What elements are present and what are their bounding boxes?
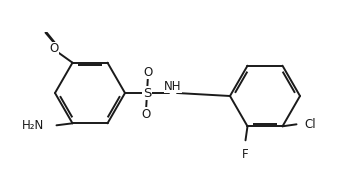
Text: methoxy: methoxy — [22, 22, 61, 31]
Text: O: O — [37, 16, 46, 29]
Text: NH: NH — [164, 79, 182, 92]
Text: O: O — [144, 66, 152, 79]
Text: H₂N: H₂N — [22, 119, 45, 132]
Text: F: F — [242, 148, 249, 161]
Text: O: O — [49, 42, 58, 55]
Text: S: S — [143, 87, 151, 100]
Text: Cl: Cl — [305, 118, 316, 131]
Text: O: O — [141, 108, 151, 121]
